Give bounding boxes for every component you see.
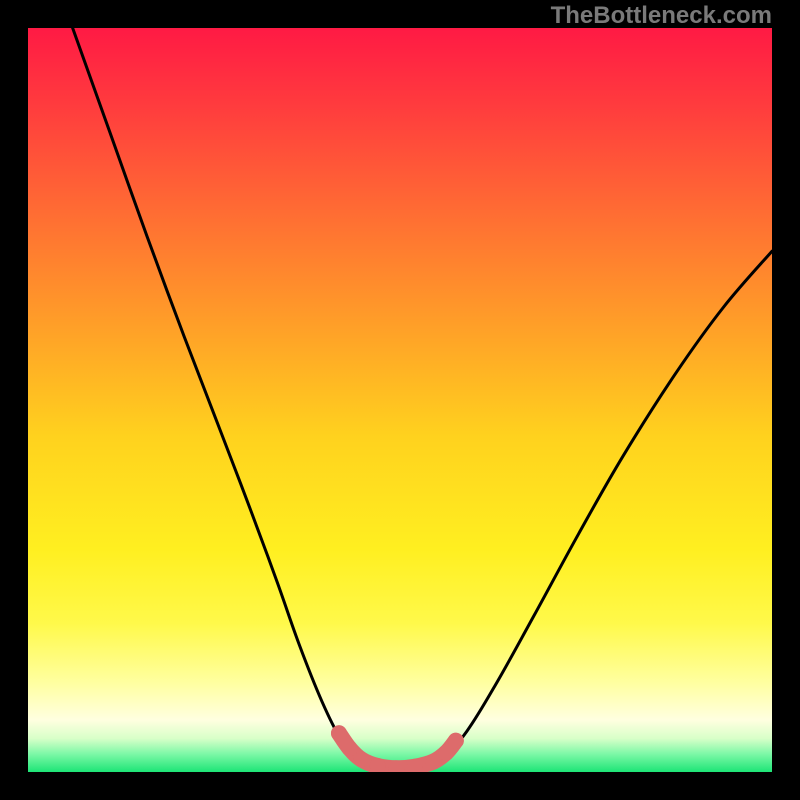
highlight-marker — [448, 733, 464, 749]
highlight-marker — [353, 751, 369, 767]
chart-svg — [28, 28, 772, 772]
highlight-marker — [341, 740, 357, 756]
plot-area — [28, 28, 772, 772]
highlight-marker — [331, 725, 347, 741]
bottleneck-curve — [73, 28, 772, 770]
watermark-text: TheBottleneck.com — [551, 2, 772, 30]
